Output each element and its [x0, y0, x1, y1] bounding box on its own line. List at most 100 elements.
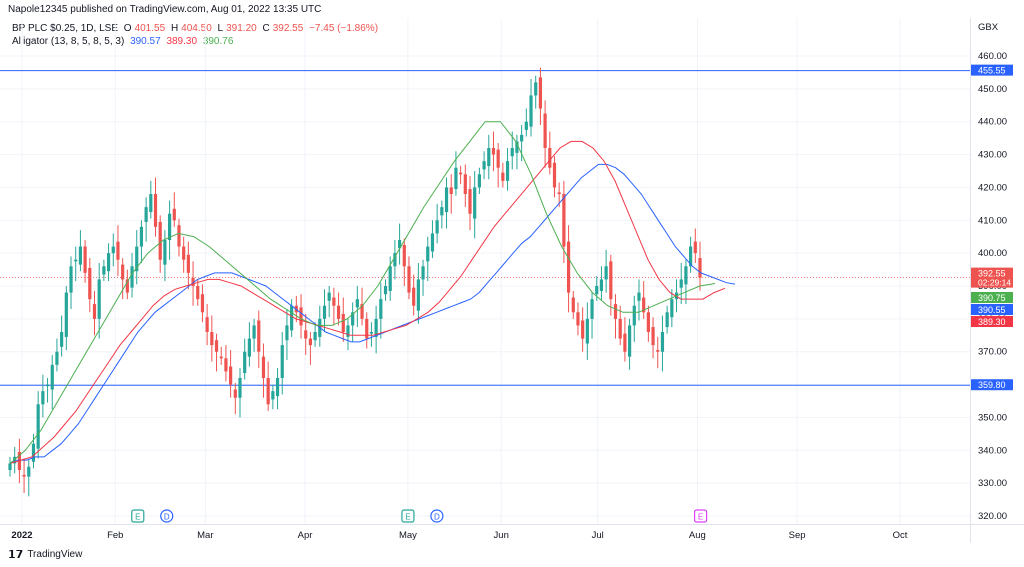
- candle-body: [477, 174, 481, 188]
- price-tag: [971, 379, 1013, 391]
- candle-body: [407, 266, 411, 293]
- y-tick-label: 420.00: [978, 182, 1007, 193]
- candle-body: [660, 332, 665, 352]
- candle-body: [167, 213, 172, 240]
- candle-body: [50, 364, 54, 390]
- candle-body: [693, 241, 697, 254]
- candle-body: [332, 297, 336, 306]
- x-tick-label: 2022: [11, 530, 32, 541]
- candle-body: [252, 325, 256, 339]
- candle-body: [238, 378, 242, 398]
- teeth-line: [9, 140, 726, 464]
- candle-body: [88, 267, 92, 300]
- candle-body: [595, 286, 599, 295]
- candle-body: [538, 77, 543, 109]
- candle-body: [214, 340, 219, 352]
- candle-body: [623, 333, 627, 352]
- dividend-marker: [430, 509, 444, 523]
- candle-body: [369, 332, 374, 334]
- candle-body: [496, 149, 500, 168]
- change-value: −7.45 (−1.86%): [309, 23, 379, 34]
- symbol-name[interactable]: BP PLC $0.25, 1D, LSE: [12, 23, 118, 34]
- x-tick-label: Oct: [893, 530, 908, 541]
- candle-body: [515, 141, 519, 153]
- candle-body: [670, 299, 674, 318]
- candle-body: [524, 121, 528, 130]
- brand-footer[interactable]: 𝟭𝟳 TradingView: [8, 548, 82, 561]
- high-value: H 404.50: [170, 23, 212, 34]
- candle-body: [557, 192, 561, 194]
- candle-body: [571, 297, 575, 313]
- candle-body: [388, 266, 392, 291]
- candle-body: [609, 261, 613, 300]
- candle-body: [552, 162, 557, 188]
- candle-body: [548, 148, 552, 168]
- candle-body: [97, 279, 101, 319]
- x-tick-label: Sep: [789, 530, 806, 541]
- candle-body: [383, 286, 388, 295]
- price-tag: [971, 292, 1013, 303]
- price-tag-value: 389.30: [978, 317, 1006, 327]
- y-tick-label: 430.00: [978, 150, 1007, 161]
- candle-body: [186, 254, 190, 273]
- horizontal-levels[interactable]: [0, 70, 970, 386]
- candle-body: [435, 220, 439, 234]
- price-tag: [971, 267, 1013, 288]
- y-tick-label: 340.00: [978, 445, 1007, 456]
- candle-body: [510, 148, 514, 157]
- candle-body: [13, 456, 17, 464]
- candle-body: [454, 167, 458, 190]
- candle-body: [111, 246, 115, 254]
- candle-body: [482, 161, 486, 170]
- candle-body: [102, 266, 106, 275]
- candle-body: [243, 351, 247, 374]
- candle-body: [130, 266, 134, 288]
- candle-body: [191, 277, 195, 286]
- price-tag-value: 390.75: [978, 293, 1006, 303]
- candle-body: [163, 240, 167, 265]
- candle-body: [55, 351, 59, 365]
- alligator-row: Alligator (13, 8, 5, 8, 5, 3) 390.57 389…: [12, 35, 381, 48]
- candle-body: [581, 320, 585, 339]
- alligator-label[interactable]: Alligator (13, 8, 5, 8, 5, 3): [12, 36, 125, 47]
- open-value: O 401.55: [123, 23, 166, 34]
- candle-body: [627, 325, 632, 357]
- price-tag-value: 390.55: [978, 305, 1006, 315]
- candle-body: [491, 148, 496, 155]
- candle-body: [351, 312, 355, 326]
- candle-body: [266, 378, 270, 405]
- candle-body: [158, 221, 162, 260]
- candle-body: [562, 194, 566, 247]
- candle-body: [22, 474, 26, 477]
- time-axis[interactable]: 2022 Feb Mar Apr May Jun Jul Aug Sep Oct: [11, 530, 907, 541]
- event-marker-label: E: [135, 513, 140, 522]
- candle-body: [613, 304, 618, 319]
- time-axis-divider: [0, 524, 1024, 525]
- axis-divider: [970, 18, 971, 543]
- close-value: C 392.55: [262, 23, 304, 34]
- candle-body: [416, 279, 420, 311]
- y-tick-label: 410.00: [978, 215, 1007, 226]
- candle-body: [529, 95, 533, 127]
- teeth-value: 389.30: [166, 36, 198, 47]
- price-tag-countdown: 02:29:14: [978, 278, 1011, 288]
- candle-body: [327, 292, 331, 301]
- jaw-value: 390.57: [130, 36, 161, 47]
- candle-body: [698, 258, 702, 278]
- y-tick-label: 440.00: [978, 117, 1007, 128]
- candle-body: [642, 297, 646, 313]
- candle-body: [153, 194, 158, 227]
- candles: [8, 67, 702, 497]
- candle-body: [665, 312, 669, 328]
- y-tick-label: 400.00: [978, 248, 1007, 259]
- candle-body: [599, 279, 604, 291]
- candle-body: [632, 305, 636, 326]
- candle-body: [576, 312, 580, 326]
- event-marker-label: D: [164, 513, 170, 522]
- candle-body: [271, 391, 275, 400]
